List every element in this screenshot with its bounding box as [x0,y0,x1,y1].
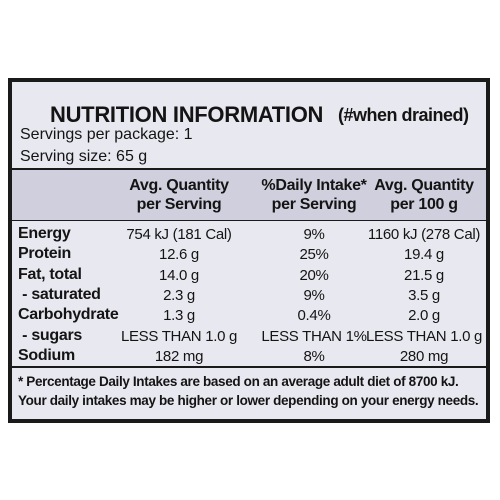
row-label: - sugars [18,326,82,344]
cell: LESS THAN 1.0 g [120,327,238,345]
label-panel: NUTRITION INFORMATION (#when drained) Se… [12,82,486,419]
title-note: (#when drained) [338,105,469,125]
row-label: Sodium [18,346,75,364]
cell: 9% [303,226,325,243]
header-band [12,168,486,221]
cell: 3.5 g [408,286,440,304]
cell: LESS THAN 1.0 g [365,327,483,345]
cell: 25% [299,246,329,264]
row-label: Protein [18,245,72,263]
row-label: Carbohydrate [18,306,119,324]
servings: Servings per package: 1 [20,126,193,143]
cell: LESS THAN 1% [261,327,367,345]
footnote: * Percentage Daily Intakes are based on … [18,374,459,389]
cell: 754 kJ (181 Cal) [126,226,232,243]
cell: 9% [303,286,325,304]
cell: 2.3 g [163,286,195,304]
divider [12,366,486,368]
column-header: per Serving [136,196,222,213]
row-label: Energy [18,225,71,242]
cell: 21.5 g [404,266,444,284]
cell: 19.4 g [404,246,444,264]
title: NUTRITION INFORMATION [50,102,324,127]
cell: 0.4% [297,307,331,325]
footnote: Your daily intakes may be higher or lowe… [18,393,479,408]
cell: 14.0 g [159,266,199,284]
cell: 182 mg [154,347,204,365]
row-label: Fat, total [18,265,82,283]
column-header: %Daily Intake* [261,177,367,194]
cell: 280 mg [399,347,449,365]
nutrition-label: NUTRITION INFORMATION (#when drained) Se… [8,78,490,423]
cell: 20% [299,266,329,284]
column-header: Avg. Quantity [374,177,474,194]
column-header: Avg. Quantity [129,177,229,194]
cell: 1160 kJ (278 Cal) [367,226,481,243]
column-header: per Serving [271,196,357,213]
cell: 2.0 g [408,307,440,325]
cell: 1.3 g [163,307,195,325]
row-label: - saturated [18,285,101,303]
serving-size: Serving size: 65 g [20,148,148,165]
cell: 8% [303,347,325,365]
column-header: per 100 g [390,196,458,213]
cell: 12.6 g [159,246,199,264]
